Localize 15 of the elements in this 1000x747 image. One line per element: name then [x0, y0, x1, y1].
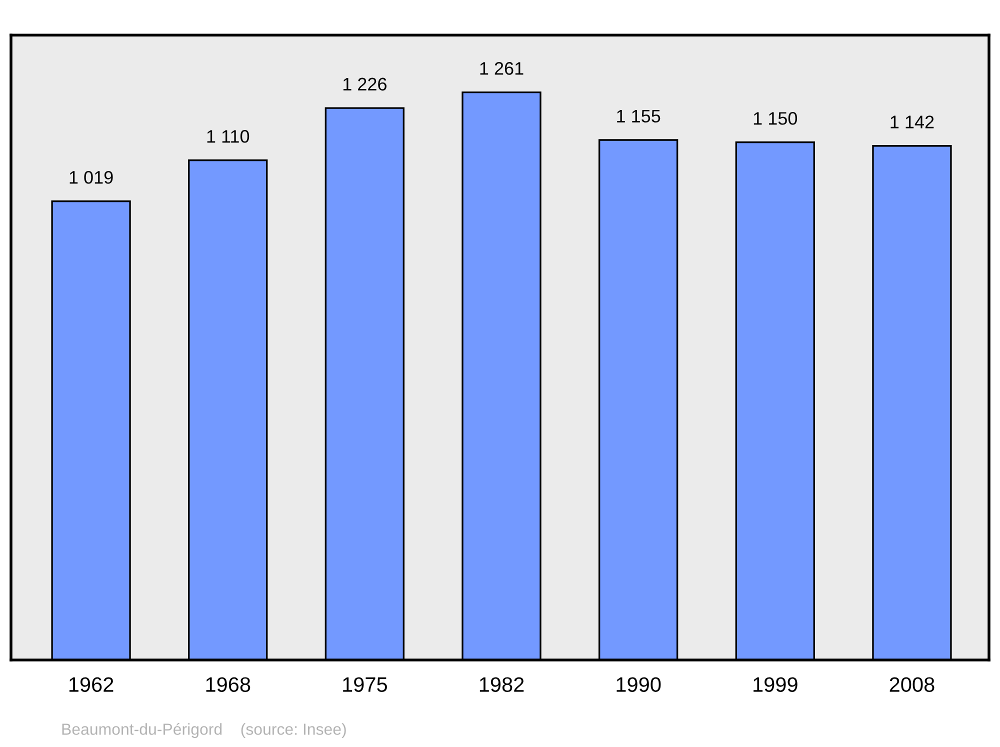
- data-label: 1 155: [617, 110, 660, 123]
- data-label: 1 142: [890, 116, 934, 128]
- data-label: 1 226: [343, 78, 386, 91]
- data-label: 1 110: [207, 130, 250, 143]
- data-label: 1 150: [754, 112, 798, 125]
- x-tick-label: 2008: [890, 677, 934, 692]
- x-tick-label: 1962: [69, 677, 114, 692]
- x-tick-label: 1999: [754, 677, 798, 692]
- text: Beaumont-du-Périgord (source: Insee): [62, 722, 346, 738]
- x-tick-label: 1975: [343, 677, 387, 692]
- data-label: 1 261: [480, 62, 524, 75]
- x-tick-label: 1990: [616, 677, 661, 692]
- x-tick-label: 1982: [480, 677, 524, 692]
- data-label: 1 019: [70, 170, 113, 184]
- x-tick-label: 1968: [206, 677, 250, 692]
